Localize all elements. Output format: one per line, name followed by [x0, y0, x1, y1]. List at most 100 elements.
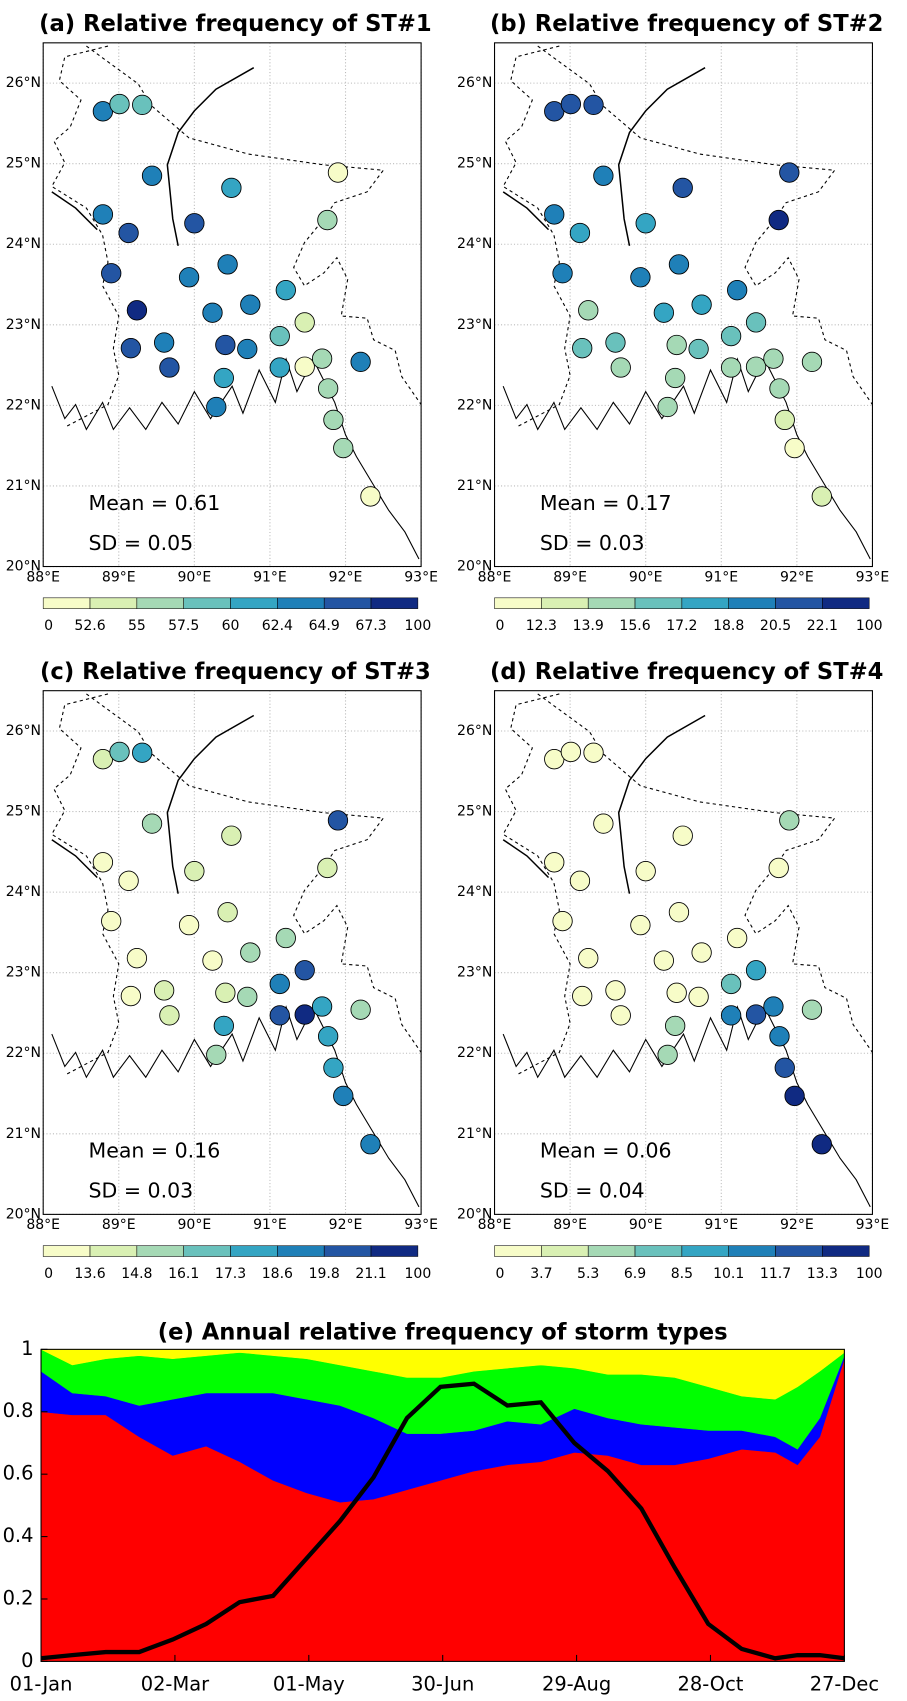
y-tick-label: 21°N	[6, 478, 41, 494]
colorbar-label: 60	[222, 618, 240, 634]
y-tick-label: 26°N	[457, 723, 492, 739]
x-tick-label: 91°E	[253, 569, 287, 585]
colorbar-label: 22.1	[807, 618, 838, 634]
colorbar-segment	[277, 1245, 325, 1257]
station-marker	[768, 857, 789, 879]
station-marker	[92, 204, 114, 225]
station-marker	[779, 162, 800, 183]
station-marker	[159, 1005, 180, 1026]
colorbar-label: 13.3	[807, 1266, 838, 1282]
colorbar-segment	[277, 597, 325, 609]
line	[40, 1381, 845, 1661]
station-marker	[184, 861, 205, 882]
station-marker	[153, 332, 175, 353]
station-marker	[327, 810, 349, 831]
x-tick-label: 93°E	[856, 1217, 890, 1233]
station-marker	[275, 927, 296, 949]
station-marker	[153, 980, 175, 1001]
x-tick-label: 88°E	[26, 569, 60, 585]
station-marker	[323, 409, 344, 431]
colorbar-label: 20.5	[760, 618, 791, 634]
station-marker	[317, 857, 338, 879]
x-tick-label: 91°E	[704, 1217, 738, 1233]
station-marker	[635, 213, 656, 234]
colorbar-segment	[634, 1245, 683, 1257]
colorbar-label: 14.8	[121, 1266, 152, 1282]
station-marker	[350, 351, 371, 373]
station-marker	[109, 93, 130, 115]
x-tick-label: 01-May	[273, 1673, 345, 1696]
colorbar-label: 62.4	[262, 618, 293, 634]
x-tick-label: 92°E	[780, 1217, 814, 1233]
map-frame	[494, 690, 873, 1215]
station-marker	[118, 222, 139, 244]
station-marker	[666, 982, 687, 1003]
colorbar-label: 15.6	[619, 618, 650, 634]
x-tick-label: 88°E	[478, 1217, 512, 1233]
x-tick-label: 27-Dec	[810, 1673, 879, 1696]
station-marker	[801, 999, 823, 1020]
station-marker	[118, 870, 139, 891]
y-tick-label: 22°N	[6, 397, 41, 413]
station-marker	[178, 267, 200, 288]
x-tick-label: 91°E	[704, 569, 738, 585]
colorbar-segment	[183, 597, 231, 609]
station-marker	[672, 825, 693, 846]
station-marker	[720, 1005, 742, 1026]
station-marker	[132, 742, 153, 763]
colorbar-label: 12.3	[526, 618, 557, 634]
colorbar-segment	[136, 1245, 184, 1257]
station-marker	[544, 204, 565, 225]
colorbar-segment	[494, 597, 542, 609]
y-tick-label: 20°N	[6, 559, 41, 575]
station-marker	[120, 338, 142, 359]
colorbar-label: 13.9	[573, 618, 604, 634]
colorbar-segment	[681, 597, 729, 609]
colorbar-label: 100	[856, 618, 883, 634]
station-marker	[811, 1134, 832, 1155]
station-marker	[360, 486, 381, 507]
y-tick-label: 25°N	[6, 156, 41, 172]
y-tick-label: 24°N	[6, 884, 41, 900]
station-marker	[665, 367, 686, 389]
colorbar-label: 5.3	[577, 1266, 599, 1282]
y-tick-label: 20°N	[457, 1206, 492, 1222]
x-tick-label: 91°E	[253, 1217, 287, 1233]
colorbar-segment	[634, 597, 683, 609]
station-marker	[311, 996, 333, 1017]
station-marker	[688, 986, 709, 1007]
station-marker	[779, 810, 800, 831]
colorbar-label: 100	[404, 1266, 431, 1282]
y-tick-label: 23°N	[457, 965, 492, 981]
colorbar-segment	[728, 597, 776, 609]
station-marker	[769, 378, 790, 399]
axes-box	[42, 690, 422, 1215]
y-tick-label: 25°N	[457, 804, 492, 820]
station-marker	[691, 294, 712, 315]
x-tick-label: 89°E	[102, 569, 136, 585]
colorbar-segment	[323, 1245, 372, 1257]
x-tick-label: 89°E	[102, 1217, 136, 1233]
colorbar-segment	[230, 597, 278, 609]
annotation: Mean = 0.06	[540, 1139, 672, 1163]
x-tick-label: 90°E	[629, 569, 663, 585]
colorbar-segment	[681, 1245, 729, 1257]
colorbar-segment	[183, 1245, 231, 1257]
station-marker	[745, 312, 767, 333]
station-marker	[745, 960, 767, 981]
station-marker	[745, 1004, 767, 1025]
colorbar-segment	[775, 1245, 823, 1257]
station-marker	[657, 396, 678, 418]
station-marker	[101, 910, 122, 932]
y-tick-label: 26°N	[457, 75, 492, 91]
annotation: SD = 0.04	[540, 1179, 645, 1203]
colorbar-segment	[323, 597, 372, 609]
panel-title: (b) Relative frequency of ST#2	[490, 11, 883, 37]
station-marker	[178, 914, 200, 936]
station-marker	[184, 213, 205, 234]
station-marker	[630, 914, 651, 936]
station-marker	[213, 1015, 234, 1037]
station-marker	[333, 437, 354, 459]
station-marker	[221, 825, 242, 846]
